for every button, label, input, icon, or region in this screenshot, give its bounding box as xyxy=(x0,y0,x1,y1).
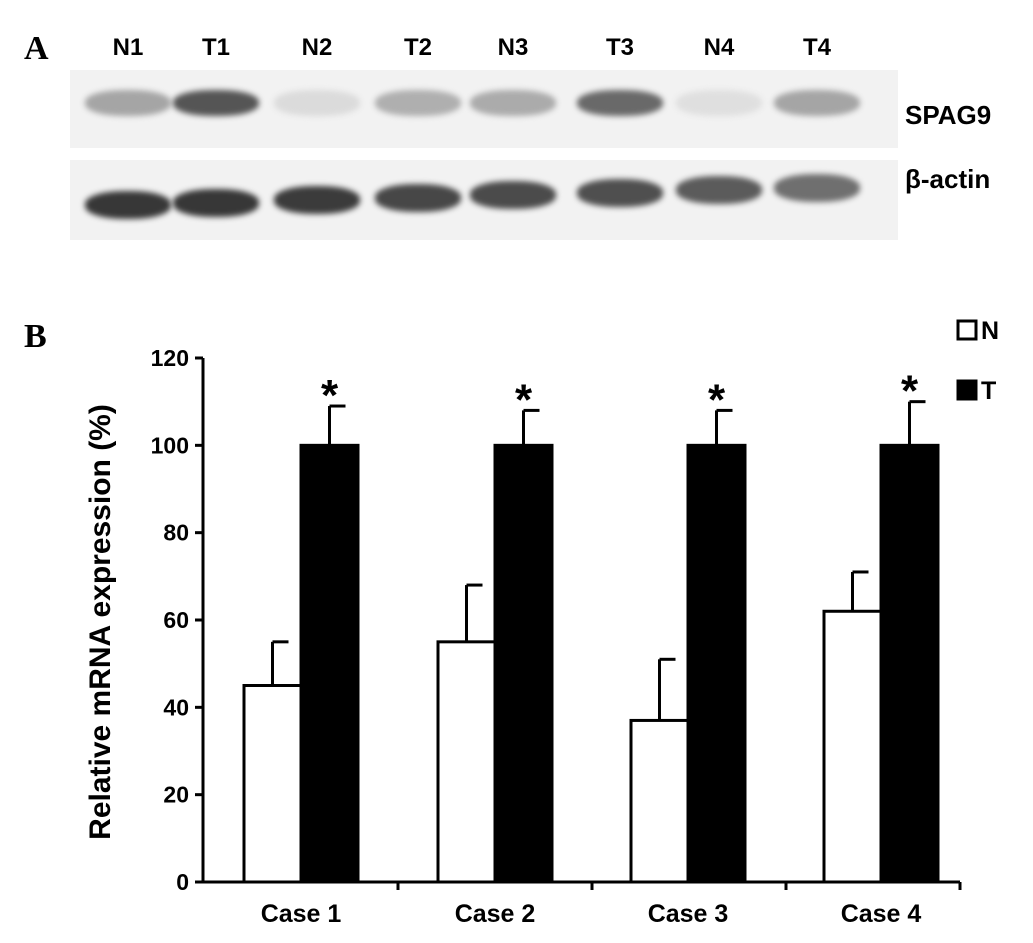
y-tick-label: 60 xyxy=(163,607,189,633)
x-tick-label: Case 4 xyxy=(841,900,922,928)
significance-annotation: * xyxy=(321,371,339,420)
significance-annotation: * xyxy=(901,367,919,416)
bar-t xyxy=(299,443,360,884)
y-tick-label: 20 xyxy=(163,782,189,808)
panel-a-letter: A xyxy=(24,30,49,67)
lane-label-n2: N2 xyxy=(301,34,333,61)
blot-band xyxy=(85,90,171,116)
lane-label-t3: T3 xyxy=(605,34,635,61)
bar-t xyxy=(879,443,940,884)
lane-label-n4: N4 xyxy=(703,34,735,61)
lane-label-t4: T4 xyxy=(802,34,832,61)
y-tick-label: 0 xyxy=(176,869,189,895)
lane-label-t2: T2 xyxy=(403,34,433,61)
significance-annotation: * xyxy=(708,375,726,424)
blot-band xyxy=(375,90,461,116)
blot-band xyxy=(470,181,556,209)
x-tick-label: Case 1 xyxy=(261,900,342,928)
lane-label-n1: N1 xyxy=(112,34,144,61)
legend-label-t: T xyxy=(981,377,996,405)
blot-label-spag9: SPAG9 xyxy=(905,100,992,130)
blot-band xyxy=(173,90,259,116)
blot-band xyxy=(173,188,259,217)
bar-n xyxy=(629,718,690,884)
bar-n xyxy=(436,640,497,884)
y-tick-label: 40 xyxy=(163,694,189,720)
legend-label-n: N xyxy=(981,317,999,345)
blot-band xyxy=(577,178,663,207)
y-axis-label: Relative mRNA expression (%) xyxy=(84,404,117,840)
blot-band xyxy=(274,90,360,116)
y-tick-label: 100 xyxy=(151,432,189,458)
blot-band xyxy=(676,176,762,204)
blot-band xyxy=(470,90,556,116)
blot-band xyxy=(577,90,663,116)
blot-label-beta-actin: β-actin xyxy=(905,164,991,194)
bar-t xyxy=(686,443,747,884)
significance-annotation: * xyxy=(515,375,533,424)
x-tick-label: Case 2 xyxy=(455,900,536,928)
y-tick-label: 120 xyxy=(151,345,189,371)
blot-band xyxy=(774,90,860,116)
bar-n xyxy=(822,609,883,884)
lane-label-t1: T1 xyxy=(201,34,231,61)
blot-band xyxy=(274,186,360,214)
y-tick-label: 80 xyxy=(163,520,189,546)
blot-band xyxy=(676,90,762,116)
legend-swatch-t xyxy=(956,379,978,401)
panel-b-letter: B xyxy=(24,318,47,355)
blot-band xyxy=(774,173,860,202)
blot-band xyxy=(375,183,461,212)
x-tick-label: Case 3 xyxy=(648,900,729,928)
blot-band xyxy=(85,191,171,219)
legend-swatch-n xyxy=(956,319,978,341)
bar-n xyxy=(242,684,303,884)
lane-label-n3: N3 xyxy=(497,34,529,61)
bar-t xyxy=(493,443,554,884)
